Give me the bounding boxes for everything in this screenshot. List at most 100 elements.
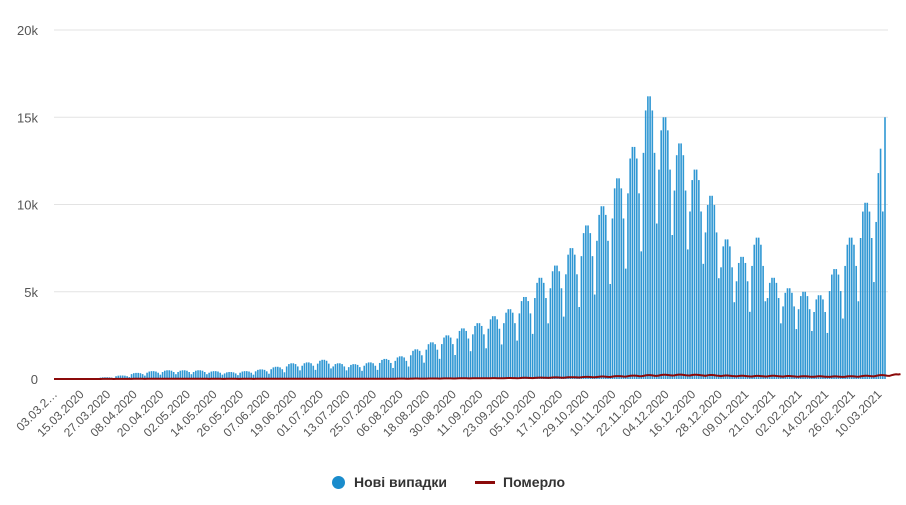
legend-deaths-label: Померло (503, 474, 566, 490)
case-bar (815, 299, 818, 379)
case-bar (651, 110, 654, 379)
case-bar (669, 169, 671, 379)
case-bar (702, 263, 705, 379)
case-bar (616, 178, 618, 379)
case-bar (124, 375, 126, 379)
case-bar (385, 358, 388, 379)
case-bar (773, 277, 775, 379)
case-bar (485, 348, 487, 379)
case-bar (627, 193, 629, 379)
case-bar (762, 265, 764, 379)
case-bar (155, 371, 157, 379)
case-bar (593, 294, 596, 379)
case-bar (496, 319, 498, 379)
case-bar (254, 371, 257, 379)
case-bar (268, 373, 270, 379)
case-bar (294, 364, 297, 379)
case-bar (859, 238, 862, 379)
case-bar (372, 363, 374, 379)
case-bar (186, 370, 188, 379)
case-bar (877, 173, 880, 379)
case-bar (378, 362, 381, 379)
case-bar (245, 371, 248, 379)
case-bar (503, 323, 505, 379)
case-bar (729, 246, 731, 379)
case-bar (347, 367, 350, 379)
case-bar (390, 362, 392, 379)
case-bar (370, 362, 372, 379)
case-bar (263, 369, 266, 379)
case-bar (261, 369, 264, 379)
case-bar (195, 370, 197, 379)
case-bar (423, 362, 425, 379)
case-bar (782, 306, 784, 379)
case-bar (797, 309, 800, 379)
case-bar (520, 301, 523, 379)
case-bar (135, 372, 137, 379)
case-bar (480, 325, 483, 379)
case-bar (458, 330, 461, 379)
case-bar (248, 371, 250, 379)
case-bar (489, 319, 492, 379)
case-bar (587, 225, 589, 379)
case-bar (602, 206, 605, 379)
case-bar (604, 214, 607, 379)
case-bar (684, 190, 687, 379)
case-bar (445, 335, 448, 379)
case-bar (862, 211, 864, 379)
legend-item-cases[interactable]: Нові випадки (332, 474, 447, 490)
legend-item-deaths[interactable]: Померло (475, 474, 565, 490)
case-bar (452, 344, 454, 379)
case-bar (757, 237, 760, 379)
case-bar (558, 271, 561, 379)
case-bar (706, 204, 709, 379)
case-bar (454, 355, 456, 379)
case-bar (875, 221, 877, 379)
case-bar (613, 188, 616, 379)
case-bar (682, 155, 685, 379)
case-bar (835, 269, 838, 379)
case-bar (137, 372, 140, 379)
case-bar (636, 158, 638, 379)
case-bar (704, 232, 707, 379)
case-bar (631, 146, 634, 379)
case-bar (671, 235, 674, 379)
case-bar (715, 232, 718, 379)
case-bar (565, 274, 567, 379)
case-bar (529, 313, 532, 379)
case-bar (667, 130, 669, 379)
case-bar (870, 238, 873, 379)
case-bar (141, 374, 144, 379)
case-bar (181, 370, 184, 379)
case-bar (839, 291, 842, 379)
case-bar (833, 269, 835, 379)
case-bar (341, 364, 343, 379)
case-bar (494, 316, 496, 379)
case-bar (212, 371, 215, 379)
case-bar (474, 325, 476, 379)
case-bar (172, 372, 175, 379)
case-bar (764, 301, 767, 379)
case-bar (826, 332, 829, 379)
case-bar (132, 373, 135, 379)
case-bar (272, 367, 275, 379)
case-bar (392, 367, 394, 379)
case-bar (339, 363, 341, 379)
case-bar (629, 158, 631, 379)
case-bar (879, 148, 882, 379)
case-bar (540, 277, 543, 379)
case-bar (491, 316, 494, 379)
case-bar (819, 295, 822, 379)
case-bar (751, 265, 753, 379)
case-bar (571, 248, 574, 379)
case-bar (813, 311, 815, 379)
case-bar (576, 274, 578, 379)
case-bar (516, 340, 518, 379)
case-bar (864, 202, 866, 379)
case-bar (638, 193, 640, 379)
case-bar (689, 211, 691, 379)
case-bar (374, 365, 377, 379)
case-bar (175, 374, 177, 379)
case-bar (556, 265, 558, 379)
case-bar (301, 365, 303, 379)
